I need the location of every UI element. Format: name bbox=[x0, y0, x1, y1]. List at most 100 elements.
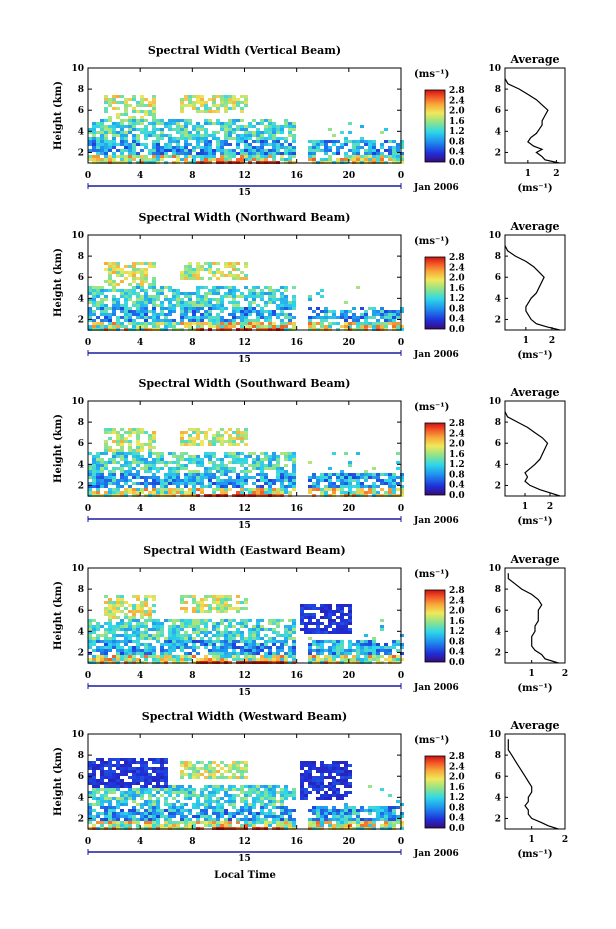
avg-y-tick-label: 4 bbox=[495, 294, 501, 304]
colorbar-tick-label: 1.2 bbox=[449, 627, 465, 637]
x-tick-label: 20 bbox=[343, 837, 356, 847]
x-tick-label: 0 bbox=[398, 338, 404, 348]
avg-y-tick-label: 10 bbox=[488, 64, 501, 74]
colorbar-tick-label: 2.8 bbox=[449, 586, 465, 596]
colorbar-tick-label: 1.6 bbox=[449, 284, 465, 294]
panel-title: Spectral Width (Eastward Beam) bbox=[143, 544, 345, 557]
avg-y-tick-label: 6 bbox=[495, 439, 501, 449]
x-tick-label: 0 bbox=[85, 338, 91, 348]
x-tick-label: 12 bbox=[238, 504, 251, 514]
average-profile-line bbox=[507, 739, 559, 830]
x-tick-label: 8 bbox=[189, 671, 195, 681]
colorbar bbox=[424, 755, 446, 829]
heatmap-field bbox=[88, 95, 404, 164]
avg-y-tick-label: 2 bbox=[495, 481, 501, 491]
colorbar-tick-label: 1.6 bbox=[449, 617, 465, 627]
x-tick-label: 4 bbox=[137, 171, 143, 181]
avg-y-tick-label: 8 bbox=[495, 751, 501, 761]
y-tick-label: 6 bbox=[78, 772, 84, 782]
avg-x-tick-label: 2 bbox=[549, 336, 555, 346]
date-label: Jan 2006 bbox=[413, 849, 459, 859]
x-tick-label: 8 bbox=[189, 171, 195, 181]
average-title: Average bbox=[509, 553, 559, 566]
x-tick-label: 4 bbox=[137, 338, 143, 348]
colorbar-tick-label: 0.4 bbox=[449, 481, 465, 491]
date-label: Jan 2006 bbox=[413, 183, 459, 193]
avg-x-tick-label: 1 bbox=[529, 669, 535, 679]
avg-y-tick-label: 2 bbox=[495, 814, 501, 824]
average-frame bbox=[504, 67, 566, 164]
colorbar-tick-label: 2.4 bbox=[449, 96, 465, 106]
colorbar-tick-label: 2.8 bbox=[449, 752, 465, 762]
panel-5: Spectral Width (Westward Beam) 2 4 6 8 10 0 4 8 1… bbox=[53, 710, 568, 864]
avg-y-tick-label: 2 bbox=[495, 315, 501, 325]
y-tick-label: 10 bbox=[71, 64, 84, 74]
y-tick-label: 8 bbox=[78, 252, 84, 262]
avg-y-tick-label: 6 bbox=[495, 772, 501, 782]
avg-y-tick-label: 10 bbox=[488, 231, 501, 241]
y-tick-label: 10 bbox=[71, 397, 84, 407]
heatmap-field bbox=[88, 595, 404, 664]
average-x-label: (ms⁻¹) bbox=[517, 849, 552, 860]
colorbar-tick-label: 1.2 bbox=[449, 460, 465, 470]
average-frame bbox=[504, 400, 566, 497]
colorbar-unit: (ms⁻¹) bbox=[414, 236, 449, 247]
y-tick-label: 2 bbox=[78, 814, 84, 824]
x-tick-label: 12 bbox=[238, 171, 251, 181]
x-tick-label: 16 bbox=[290, 671, 303, 681]
x-tick-label: 4 bbox=[137, 671, 143, 681]
colorbar-tick-label: 0.4 bbox=[449, 648, 465, 658]
average-title: Average bbox=[509, 386, 559, 399]
colorbar-tick-label: 2.8 bbox=[449, 86, 465, 96]
day-label: 15 bbox=[238, 188, 251, 198]
colorbar-tick-label: 0.0 bbox=[449, 491, 465, 501]
date-label: Jan 2006 bbox=[413, 350, 459, 360]
avg-y-tick-label: 10 bbox=[488, 397, 501, 407]
x-tick-label: 8 bbox=[189, 338, 195, 348]
avg-y-tick-label: 6 bbox=[495, 106, 501, 116]
average-frame bbox=[504, 733, 566, 830]
average-title: Average bbox=[509, 220, 559, 233]
avg-x-tick-label: 2 bbox=[547, 502, 553, 512]
panel-title: Spectral Width (Northward Beam) bbox=[139, 211, 351, 224]
average-title: Average bbox=[509, 53, 559, 66]
y-axis-label: Height (km) bbox=[53, 581, 64, 650]
colorbar-tick-label: 0.4 bbox=[449, 814, 465, 824]
colorbar-tick-label: 2.0 bbox=[449, 107, 465, 117]
avg-x-tick-label: 2 bbox=[562, 669, 568, 679]
y-tick-label: 8 bbox=[78, 751, 84, 761]
x-tick-label: 12 bbox=[238, 837, 251, 847]
average-profile-line bbox=[507, 573, 559, 664]
x-tick-label: 0 bbox=[398, 171, 404, 181]
x-tick-label: 16 bbox=[290, 171, 303, 181]
colorbar-tick-label: 2.4 bbox=[449, 263, 465, 273]
y-tick-label: 4 bbox=[78, 627, 84, 637]
colorbar-unit: (ms⁻¹) bbox=[414, 735, 449, 746]
heatmap-field bbox=[88, 758, 404, 830]
avg-y-tick-label: 4 bbox=[495, 460, 501, 470]
day-label: 15 bbox=[238, 355, 251, 365]
colorbar-tick-label: 2.0 bbox=[449, 274, 465, 284]
y-tick-label: 10 bbox=[71, 730, 84, 740]
x-axis-label: Local Time bbox=[214, 870, 276, 881]
colorbar-unit: (ms⁻¹) bbox=[414, 69, 449, 80]
y-tick-label: 4 bbox=[78, 294, 84, 304]
colorbar-tick-label: 1.6 bbox=[449, 783, 465, 793]
day-label: 15 bbox=[238, 521, 251, 531]
colorbar-tick-label: 1.2 bbox=[449, 127, 465, 137]
x-tick-label: 0 bbox=[85, 837, 91, 847]
y-tick-label: 6 bbox=[78, 606, 84, 616]
average-profile-line bbox=[504, 78, 560, 164]
day-label: 15 bbox=[238, 854, 251, 864]
y-tick-label: 4 bbox=[78, 793, 84, 803]
y-tick-label: 4 bbox=[78, 127, 84, 137]
x-tick-label: 4 bbox=[137, 837, 143, 847]
x-tick-label: 0 bbox=[398, 837, 404, 847]
panel-title: Spectral Width (Westward Beam) bbox=[142, 710, 347, 723]
colorbar-tick-label: 2.4 bbox=[449, 596, 465, 606]
y-tick-label: 2 bbox=[78, 148, 84, 158]
